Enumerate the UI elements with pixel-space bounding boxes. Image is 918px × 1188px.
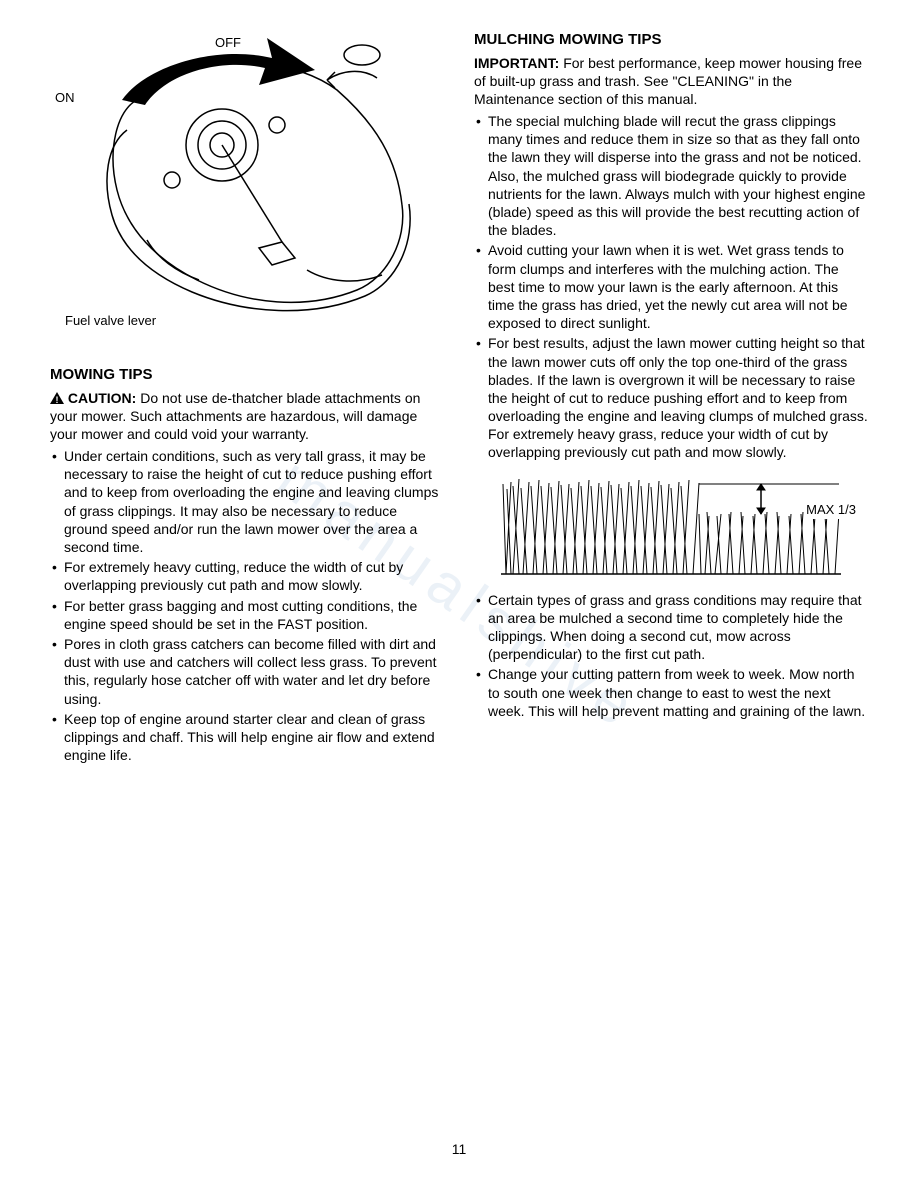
list-item: Avoid cutting your lawn when it is wet. … [488,241,868,332]
max-one-third-label: MAX 1/3 [804,502,858,519]
off-label: OFF [215,35,241,52]
caution-paragraph: ! CAUTION: Do not use de-thatcher blade … [50,389,444,444]
mowing-tips-list: Under certain conditions, such as very t… [50,447,444,764]
list-item: For best results, adjust the lawn mower … [488,334,868,461]
caution-prefix: CAUTION: [68,390,136,406]
right-column: MULCHING MOWING TIPS IMPORTANT: For best… [474,30,868,766]
list-item: Certain types of grass and grass conditi… [488,591,868,664]
on-label: ON [55,90,75,107]
list-item: For better grass bagging and most cuttin… [64,597,444,633]
list-item: The special mulching blade will recut th… [488,112,868,239]
list-item: Under certain conditions, such as very t… [64,447,444,556]
svg-text:!: ! [56,395,59,404]
mowing-tips-heading: MOWING TIPS [50,365,444,385]
grass-svg [474,474,868,579]
important-paragraph: IMPORTANT: For best performance, keep mo… [474,54,868,109]
mulching-tips-list-before: The special mulching blade will recut th… [474,112,868,462]
fuel-valve-diagram: OFF ON Fuel valve lever [50,30,444,340]
mulching-tips-heading: MULCHING MOWING TIPS [474,30,868,50]
warning-triangle-icon: ! [50,392,64,404]
list-item: Keep top of engine around starter clear … [64,710,444,765]
important-prefix: IMPORTANT: [474,55,559,71]
list-item: For extremely heavy cutting, reduce the … [64,558,444,594]
mulching-tips-list-after: Certain types of grass and grass conditi… [474,591,868,720]
page-columns: OFF ON Fuel valve lever MOWING TIPS ! CA… [50,30,868,766]
fuel-valve-svg [50,30,444,340]
list-item: Pores in cloth grass catchers can become… [64,635,444,708]
left-column: OFF ON Fuel valve lever MOWING TIPS ! CA… [50,30,444,766]
page-number: 11 [452,1140,467,1158]
fuel-valve-caption: Fuel valve lever [65,313,156,330]
grass-height-diagram: MAX 1/3 [474,474,868,579]
list-item: Change your cutting pattern from week to… [488,665,868,720]
